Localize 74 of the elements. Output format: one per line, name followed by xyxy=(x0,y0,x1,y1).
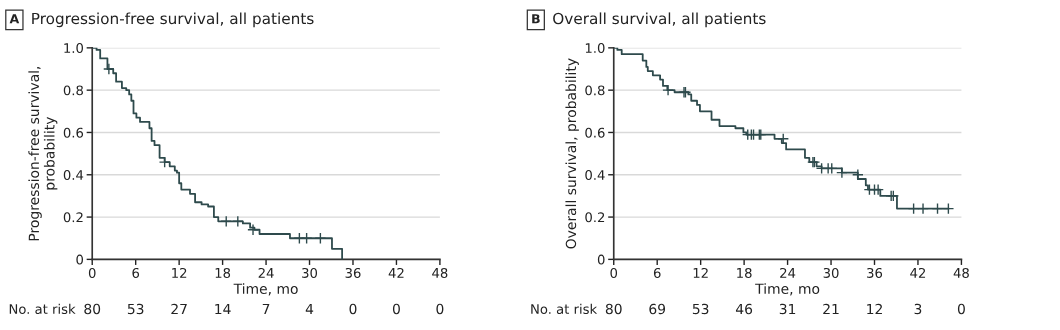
text: 12 xyxy=(867,303,882,315)
x-tick-label: 12 xyxy=(172,267,187,278)
text: 31 xyxy=(779,303,796,315)
text: 27 xyxy=(171,303,187,315)
x-tick-label: 18 xyxy=(737,267,752,278)
text: A xyxy=(9,14,20,24)
y-tick-label: 0.8 xyxy=(585,85,605,96)
x-tick-label: 48 xyxy=(953,267,969,278)
text: No. at risk xyxy=(9,303,76,315)
point xyxy=(907,202,920,215)
x-tick-label: 6 xyxy=(653,267,661,278)
text: B xyxy=(532,14,540,24)
point xyxy=(851,168,864,181)
text: 0 xyxy=(436,303,444,315)
x-tick-label: 36 xyxy=(345,267,361,278)
text: 46 xyxy=(735,303,753,315)
x-tick-label: 48 xyxy=(432,267,448,278)
x-tick-label: 36 xyxy=(867,267,883,278)
x-tick-label: 6 xyxy=(132,267,140,278)
point xyxy=(314,232,327,245)
text: 0 xyxy=(349,303,357,315)
point xyxy=(158,156,171,168)
y-tick-label: 0.4 xyxy=(63,169,84,180)
y-tick-label: 0 xyxy=(597,254,605,265)
y-axis-title: Progression-free survival, probability xyxy=(28,66,58,241)
point xyxy=(942,202,955,215)
text: No. at risk xyxy=(531,303,598,315)
x-tick-label: 24 xyxy=(780,267,796,278)
text: 69 xyxy=(649,303,666,315)
y-tick-label: 0.8 xyxy=(63,85,83,96)
point xyxy=(917,202,929,215)
y-tick-label: 0.6 xyxy=(585,127,605,138)
x-tick-label: 30 xyxy=(302,267,318,278)
x-tick-label: 42 xyxy=(388,267,404,278)
point xyxy=(300,232,313,245)
x-axis-title: Time, mo xyxy=(755,283,820,296)
text: 21 xyxy=(823,303,839,315)
text: 53 xyxy=(692,303,709,315)
point xyxy=(220,215,233,228)
point xyxy=(836,166,848,179)
chart-title: Progression-free survival, all patients xyxy=(32,12,314,28)
x-tick-label: 0 xyxy=(610,267,618,278)
point xyxy=(662,84,674,97)
x-tick-label: 42 xyxy=(910,267,926,278)
point xyxy=(247,223,259,236)
point xyxy=(825,162,838,175)
y-tick-label: 0.4 xyxy=(585,169,605,180)
x-tick-label: 18 xyxy=(215,267,231,278)
text: 7 xyxy=(262,303,270,315)
x-tick-label: 30 xyxy=(823,267,839,278)
text: 0 xyxy=(392,303,400,315)
y-tick-label: 0.2 xyxy=(585,212,605,223)
y-axis-title: Overall survival, probability xyxy=(565,58,579,249)
x-tick-label: 24 xyxy=(258,267,274,278)
text: 53 xyxy=(127,303,144,315)
y-tick-label: 0.6 xyxy=(63,127,84,138)
text: 14 xyxy=(215,303,231,315)
text: 4 xyxy=(305,303,314,315)
x-tick-label: 0 xyxy=(88,267,96,278)
y-tick-label: 0 xyxy=(76,254,84,265)
point xyxy=(231,215,244,228)
y-tick-label: 1.0 xyxy=(585,43,605,54)
x-axis-title: Time, mo xyxy=(233,283,298,296)
point xyxy=(872,183,884,196)
chart-title: Overall survival, all patients xyxy=(553,12,766,28)
point xyxy=(103,63,115,75)
text: 80 xyxy=(84,303,101,315)
text: 0 xyxy=(957,303,965,315)
point xyxy=(931,202,944,215)
text: 3 xyxy=(914,303,922,315)
x-tick-label: 12 xyxy=(693,267,708,278)
text: 80 xyxy=(605,303,622,315)
y-tick-label: 1.0 xyxy=(64,43,84,54)
y-tick-label: 0.2 xyxy=(63,212,83,223)
